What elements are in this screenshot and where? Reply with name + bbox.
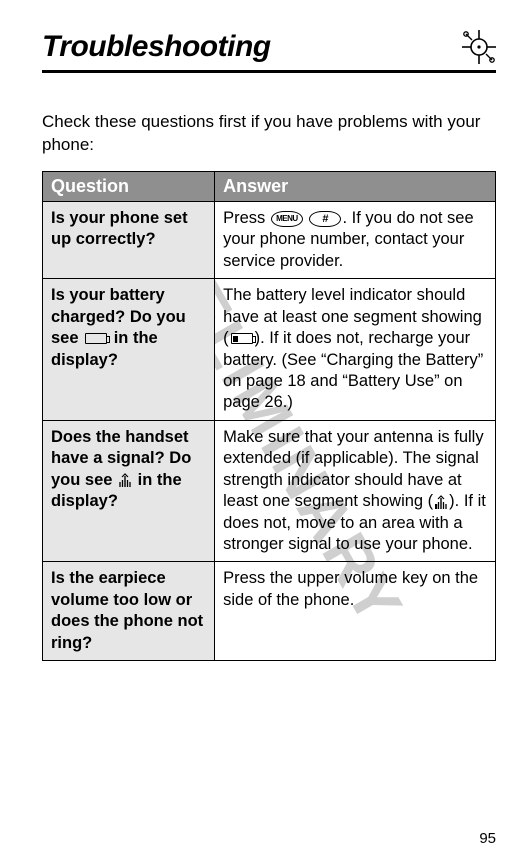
answer-cell: The battery level indicator should have … (215, 279, 496, 421)
table-row: Does the handset have a signal? Do you s… (43, 420, 496, 562)
menu-key-icon: MENU (271, 211, 303, 227)
page-title: Troubleshooting (42, 30, 271, 68)
answer-cell: Make sure that your antenna is fully ext… (215, 420, 496, 562)
signal-one-segment-icon (434, 495, 448, 509)
hash-key-icon: # (309, 211, 341, 227)
page-number: 95 (479, 830, 496, 847)
answer-text-post: ). If it does not, recharge your battery… (223, 329, 483, 411)
page-content: Troubleshooting Check these questions fi… (42, 30, 496, 661)
question-cell: Is your battery charged? Do you see in t… (43, 279, 215, 421)
header-question: Question (43, 171, 215, 201)
question-cell: Is your phone set up correctly? (43, 201, 215, 278)
table-header-row: Question Answer (43, 171, 496, 201)
question-cell: Does the handset have a signal? Do you s… (43, 420, 215, 562)
battery-one-segment-icon (231, 333, 253, 344)
signal-icon (118, 473, 132, 487)
battery-empty-icon (85, 333, 107, 344)
troubleshooting-table: Question Answer Is your phone set up cor… (42, 171, 496, 661)
table-row: Is your battery charged? Do you see in t… (43, 279, 496, 421)
answer-cell: Press MENU #. If you do not see your pho… (215, 201, 496, 278)
title-row: Troubleshooting (42, 30, 496, 68)
table-row: Is the earpiece volume too low or does t… (43, 562, 496, 661)
crosshair-icon (462, 30, 496, 64)
table-row: Is your phone set up correctly? Press ME… (43, 201, 496, 278)
intro-text: Check these questions first if you have … (42, 111, 496, 157)
question-cell: Is the earpiece volume too low or does t… (43, 562, 215, 661)
title-underline (42, 70, 496, 73)
header-answer: Answer (215, 171, 496, 201)
answer-cell: Press the upper volume key on the side o… (215, 562, 496, 661)
answer-text-pre: Press (223, 209, 270, 227)
